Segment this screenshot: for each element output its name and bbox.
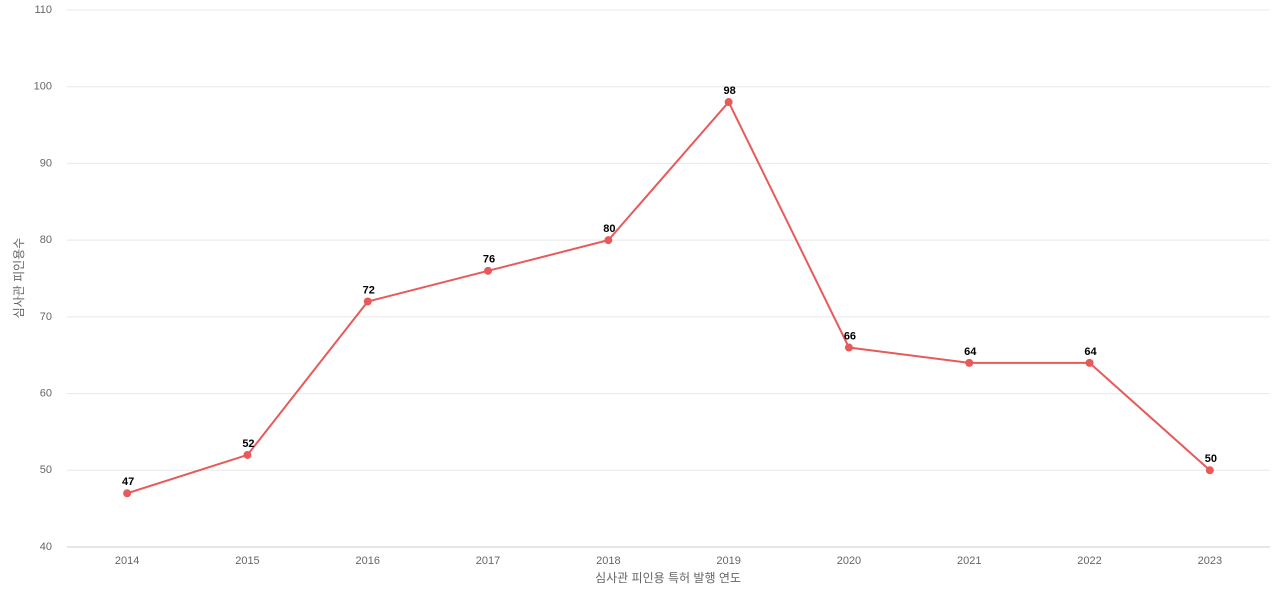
value-label: 80 xyxy=(603,223,615,235)
y-tick-label: 100 xyxy=(34,81,52,93)
value-label: 64 xyxy=(1084,346,1097,358)
point xyxy=(724,98,733,107)
point xyxy=(1205,466,1214,475)
x-tick-label: 2023 xyxy=(1198,555,1222,567)
value-label: 66 xyxy=(844,330,856,342)
y-tick-label: 40 xyxy=(40,541,52,553)
y-tick-label: 110 xyxy=(34,4,52,16)
point xyxy=(965,358,974,367)
point xyxy=(123,489,132,498)
point xyxy=(243,450,252,459)
x-tick-label: 2015 xyxy=(235,555,259,567)
point xyxy=(844,343,853,352)
point xyxy=(363,297,372,306)
x-axis-label: 심사관 피인용 특허 발행 연도 xyxy=(595,570,741,585)
x-tick-label: 2017 xyxy=(476,555,500,567)
point xyxy=(1085,358,1094,367)
value-label: 76 xyxy=(483,254,495,266)
value-label: 64 xyxy=(964,346,977,358)
x-tick-label: 2022 xyxy=(1077,555,1101,567)
value-label: 47 xyxy=(122,476,134,488)
y-tick-label: 60 xyxy=(40,387,52,399)
x-tick-label: 2014 xyxy=(115,555,139,567)
line xyxy=(126,100,1211,495)
x-tick-label: 2018 xyxy=(596,555,620,567)
value-label: 72 xyxy=(363,284,375,296)
x-tick-label: 2016 xyxy=(356,555,380,567)
value-label: 98 xyxy=(724,85,736,97)
x-tick-label: 2019 xyxy=(716,555,740,567)
point xyxy=(484,266,493,275)
y-tick-label: 50 xyxy=(40,464,52,476)
value-label: 52 xyxy=(242,438,254,450)
y-axis-label: 심사관 피인용수 xyxy=(12,238,26,319)
y-tick-label: 80 xyxy=(40,234,52,246)
point xyxy=(604,236,613,245)
y-tick-label: 70 xyxy=(40,311,52,323)
x-tick-label: 2021 xyxy=(957,555,981,567)
x-tick-label: 2020 xyxy=(837,555,861,567)
y-tick-label: 90 xyxy=(40,157,52,169)
value-label: 50 xyxy=(1205,453,1217,465)
